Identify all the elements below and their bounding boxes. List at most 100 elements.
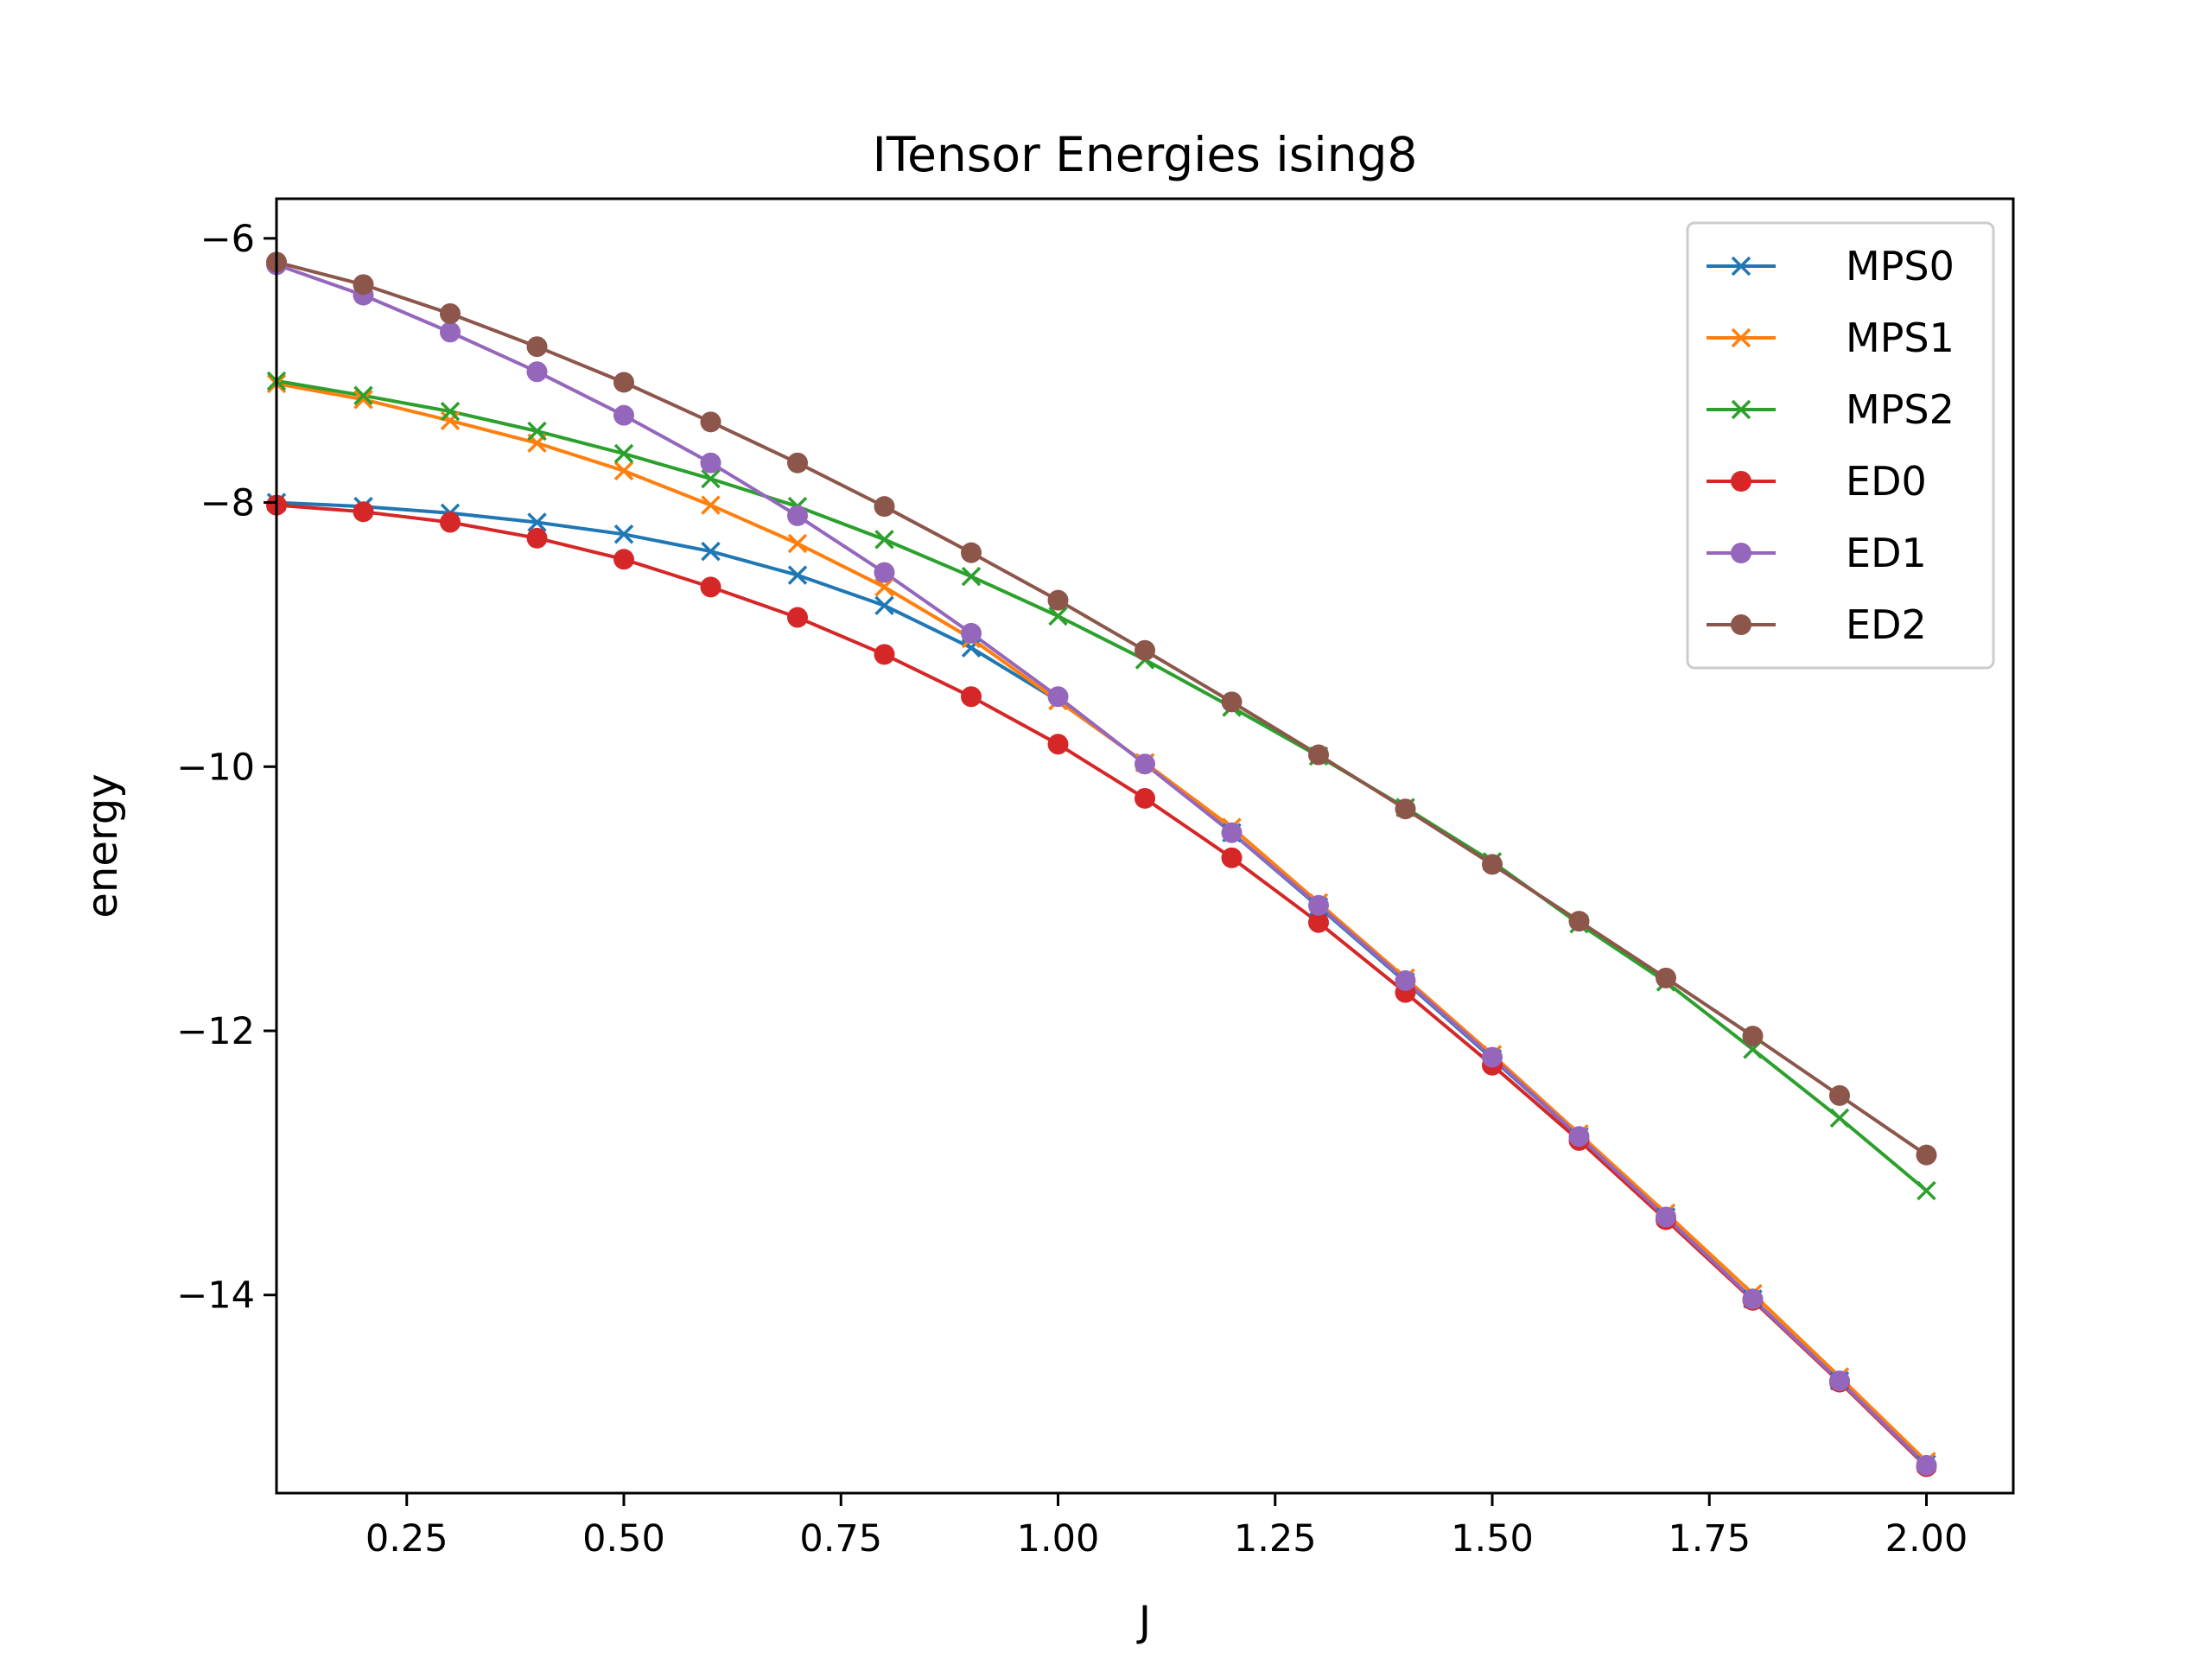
data-point-mps2 xyxy=(1829,1108,1850,1128)
data-point-ed1 xyxy=(1656,1206,1676,1228)
data-point-mps2 xyxy=(527,421,547,442)
legend-label: ED2 xyxy=(1846,601,1927,648)
x-tick-label: 0.75 xyxy=(799,1517,882,1560)
data-point-ed0 xyxy=(1308,912,1329,933)
legend-box xyxy=(1686,221,1995,670)
data-point-ed0 xyxy=(526,527,548,549)
data-point-ed2 xyxy=(1656,967,1676,988)
data-point-ed2 xyxy=(874,496,895,518)
data-point-mps2 xyxy=(961,566,982,587)
data-point-ed0 xyxy=(1047,734,1069,755)
data-point-ed1 xyxy=(1568,1126,1590,1147)
data-point-ed1 xyxy=(1221,822,1243,843)
data-point-ed1 xyxy=(440,321,461,343)
data-point-mps2 xyxy=(701,468,721,489)
data-point-ed0 xyxy=(874,644,895,665)
legend-label: MPS0 xyxy=(1846,243,1955,289)
legend: MPS0 MPS1 MPS2 ED0 ED1 ED2 xyxy=(1686,221,1995,670)
data-point-ed0 xyxy=(440,512,461,533)
data-point-ed2 xyxy=(353,274,374,296)
data-point-ed1 xyxy=(700,452,721,474)
legend-item-ed0: ED0 xyxy=(1707,458,1927,505)
legend-swatch-marker xyxy=(1731,256,1751,276)
data-point-mps0 xyxy=(961,638,982,658)
data-point-ed2 xyxy=(1568,911,1590,932)
data-point-ed2 xyxy=(1916,1144,1937,1166)
legend-item-ed2: ED2 xyxy=(1707,601,1927,648)
legend-item-ed1: ED1 xyxy=(1707,530,1927,576)
data-point-ed2 xyxy=(787,452,808,474)
data-point-ed1 xyxy=(1482,1046,1503,1068)
legend-swatch-marker xyxy=(1731,614,1751,635)
y-tick-label: −12 xyxy=(176,1010,255,1053)
y-tick-label: −8 xyxy=(200,482,255,525)
data-point-ed0 xyxy=(1221,847,1243,868)
data-point-ed2 xyxy=(1395,798,1416,820)
series-line-ed2 xyxy=(276,260,1928,1157)
data-point-ed2 xyxy=(1135,639,1155,661)
legend-label: MPS1 xyxy=(1846,315,1955,361)
data-point-ed1 xyxy=(787,505,808,526)
legend-label: ED0 xyxy=(1846,458,1927,505)
data-point-ed1 xyxy=(1047,686,1069,708)
series-line-mps2 xyxy=(276,378,1928,1192)
data-point-ed2 xyxy=(526,336,548,358)
x-tick-label: 1.00 xyxy=(1017,1517,1100,1560)
data-point-ed0 xyxy=(613,549,634,570)
data-point-ed1 xyxy=(1742,1288,1764,1310)
data-point-ed0 xyxy=(700,576,721,598)
data-point-ed2 xyxy=(961,542,982,563)
x-tick-label: 1.25 xyxy=(1234,1517,1317,1560)
data-point-ed2 xyxy=(700,411,721,433)
data-point-ed2 xyxy=(613,372,634,393)
data-point-mps2 xyxy=(613,443,634,464)
data-point-ed2 xyxy=(1742,1026,1764,1047)
y-axis-label: energy xyxy=(79,773,127,918)
legend-swatch-marker xyxy=(1731,399,1751,420)
data-point-ed1 xyxy=(874,562,895,583)
y-tick-label: −14 xyxy=(176,1274,255,1318)
y-axis-ticks: −14 −12 −10 −8 −6 xyxy=(176,218,276,1318)
data-point-mps0 xyxy=(527,512,547,532)
data-point-mps1 xyxy=(701,495,721,515)
data-point-ed0 xyxy=(353,501,374,523)
data-point-ed2 xyxy=(1482,854,1503,875)
data-point-ed1 xyxy=(1829,1370,1850,1392)
plot-lines xyxy=(276,260,1928,1468)
data-point-ed1 xyxy=(1916,1454,1937,1476)
data-point-mps0 xyxy=(613,524,634,544)
x-tick-label: 0.50 xyxy=(582,1517,665,1560)
legend-swatch-marker xyxy=(1731,471,1751,492)
series-line-ed0 xyxy=(276,503,1928,1468)
x-tick-label: 0.25 xyxy=(365,1517,448,1560)
legend-label: MPS2 xyxy=(1846,386,1955,433)
legend-item-mps0: MPS0 xyxy=(1707,243,1955,289)
legend-item-mps1: MPS1 xyxy=(1707,315,1955,361)
data-point-mps1 xyxy=(874,577,894,597)
chart-title: ITensor Energies ising8 xyxy=(873,127,1418,182)
legend-swatch-marker xyxy=(1731,543,1751,563)
x-tick-label: 1.50 xyxy=(1451,1517,1534,1560)
data-point-ed1 xyxy=(1308,894,1329,916)
legend-label: ED1 xyxy=(1846,530,1927,576)
data-point-ed0 xyxy=(1135,787,1155,809)
data-point-mps2 xyxy=(440,401,461,422)
data-point-mps0 xyxy=(787,565,808,585)
legend-item-mps2: MPS2 xyxy=(1707,386,1955,433)
legend-swatch-marker xyxy=(1731,327,1751,348)
data-point-ed1 xyxy=(526,361,548,383)
plot-frame xyxy=(275,197,2015,1495)
data-point-mps1 xyxy=(440,410,461,431)
data-point-ed2 xyxy=(1308,744,1329,766)
series-line-ed1 xyxy=(276,263,1928,1467)
data-point-mps0 xyxy=(701,541,721,562)
data-point-ed1 xyxy=(961,622,982,644)
x-axis-ticks: 0.25 0.50 0.75 1.00 1.25 1.50 1.75 2.00 xyxy=(365,1493,1968,1560)
data-point-mps0 xyxy=(874,595,894,616)
data-point-ed1 xyxy=(1395,969,1416,991)
x-tick-label: 2.00 xyxy=(1885,1517,1968,1560)
data-point-ed2 xyxy=(1829,1084,1850,1106)
y-tick-label: −6 xyxy=(200,218,255,261)
data-point-ed1 xyxy=(613,404,634,426)
